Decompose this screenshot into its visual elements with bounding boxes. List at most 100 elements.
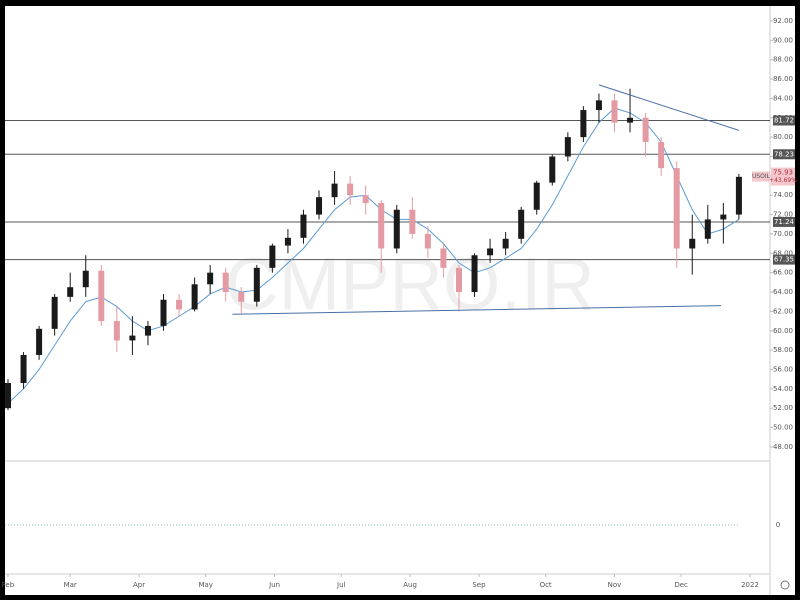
trendline [598,84,740,131]
candle-body [207,272,214,285]
candle-body [518,209,525,239]
candle-body [284,237,291,246]
chart-background [5,6,795,595]
x-tick-label: 2022 [741,581,759,589]
candle-body [424,233,431,249]
candle-body [471,255,478,293]
y-tick-label: 62.00 [773,307,793,315]
candle-body [144,325,151,336]
candle-body [20,354,27,384]
y-tick-label: 72.00 [773,211,793,219]
candle-body [580,110,587,138]
candle-body [502,238,509,249]
last-price-box [771,167,795,186]
candle-body [238,292,245,302]
trendline [232,305,722,315]
x-tick-label: Nov [608,581,622,589]
y-tick-label: 50.00 [773,424,793,432]
candle-body [735,176,742,215]
candle-body [595,100,602,111]
candle-body [673,168,680,249]
level-label-box [773,216,795,227]
y-tick-label: 74.00 [773,191,793,199]
settings-icon[interactable] [780,580,790,590]
candle-body [611,100,618,123]
candle-body [160,299,167,326]
candle-body [347,183,354,196]
candle-body [440,248,447,268]
y-tick-label: 48.00 [773,443,793,451]
y-tick-label: 88.00 [773,56,793,64]
x-tick-label: Sep [472,581,486,589]
x-tick-label: Jul [336,581,346,589]
level-label-box [773,254,795,265]
candle-body [362,195,369,203]
candle-body [642,117,649,142]
candle-body [549,156,556,183]
candle-body [409,209,416,234]
x-tick-label: May [198,581,212,589]
candle-body [176,299,183,310]
y-tick-label: 58.00 [773,346,793,354]
candle-body [704,219,711,239]
x-tick-label: Jun [268,581,280,589]
x-tick-label: Dec [674,581,688,589]
candle-body [113,321,120,341]
candle-body [533,182,540,210]
level-label-box [773,149,795,160]
x-tick-label: Apr [133,581,145,589]
candle-body [487,248,494,256]
y-tick-label: 54.00 [773,385,793,393]
candle-body [129,335,136,341]
y-tick-label: 66.00 [773,269,793,277]
y-tick-label: 80.00 [773,133,793,141]
candle-body [627,117,634,123]
candle-body [393,209,400,249]
change-label: +43.69% [769,177,797,184]
level-label-box [773,115,795,126]
candle-body [300,214,307,238]
candle-body [253,267,260,302]
candle-body [51,296,58,329]
candle-body [689,238,696,249]
y-tick-label: 52.00 [773,404,793,412]
candle-body [720,214,727,220]
candle-body [4,383,11,409]
candle-body [222,272,229,293]
level-label: 81.72 [774,116,794,124]
lower-pane-tick-label: 0 [776,521,780,529]
level-label: 71.24 [774,218,795,226]
candle-body [378,202,385,249]
y-tick-label: 60.00 [773,327,793,335]
x-tick-label: Feb [2,581,15,589]
candle-body [98,270,105,322]
y-tick-label: 86.00 [773,75,793,83]
y-tick-label: 68.00 [773,249,793,257]
candle-body [82,270,89,288]
candle-body [658,141,665,169]
candle-body [269,245,276,268]
candle-body [191,284,198,310]
y-tick-label: 64.00 [773,288,793,296]
x-tick-label: Mar [64,581,77,589]
x-tick-label: Aug [403,581,417,589]
y-tick-label: 70.00 [773,230,793,238]
candle-body [36,328,43,355]
symbol-label: USOIL [752,173,771,180]
y-tick-label: 84.00 [773,94,793,102]
x-tick-label: Oct [540,581,552,589]
y-tick-label: 92.00 [773,17,793,25]
level-label: 78.23 [774,150,794,158]
last-price-label: 75.93 [773,169,793,177]
symbol-box [752,171,770,182]
y-tick-label: 56.00 [773,365,793,373]
candle-body [316,197,323,215]
y-tick-label: 90.00 [773,36,793,44]
candle-body [67,287,74,297]
watermark: CMPRO.IR [225,243,595,326]
level-label: 67.35 [774,256,794,264]
candle-body [455,267,462,293]
candle-body [564,137,571,157]
